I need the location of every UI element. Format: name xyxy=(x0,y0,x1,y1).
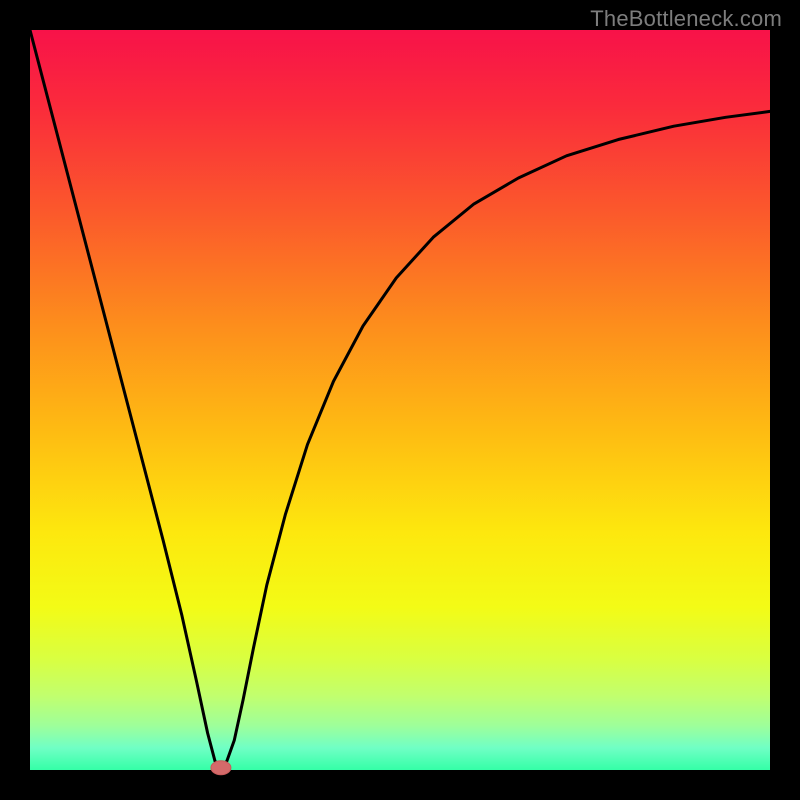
chart-svg xyxy=(0,0,800,800)
plot-background xyxy=(30,30,770,770)
bottleneck-chart: TheBottleneck.com xyxy=(0,0,800,800)
optimal-point-marker xyxy=(211,761,231,775)
source-watermark: TheBottleneck.com xyxy=(590,6,782,32)
